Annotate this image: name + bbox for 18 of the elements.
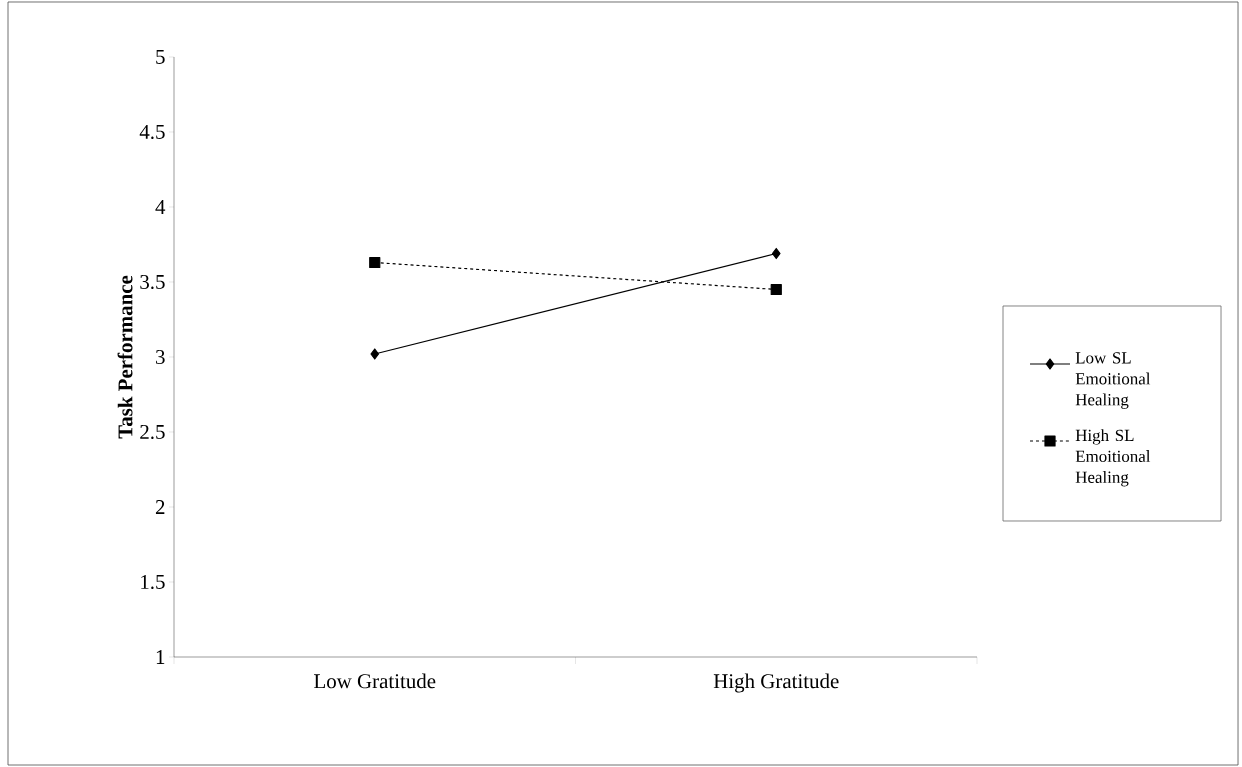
y-tick-label: 4 [155, 200, 166, 214]
y-tick-label: 2 [155, 500, 165, 514]
y-tick-label: 2.5 [140, 424, 165, 440]
point [369, 256, 381, 269]
y-tick-label: 3 [156, 349, 165, 365]
x-tick-label: Low Gratitude [314, 673, 436, 689]
point [771, 247, 781, 260]
y-tick-label: 3.5 [140, 274, 165, 290]
legend-label: High SL Emoitional Healing [1075, 429, 1151, 487]
y-tick-label: 1.5 [141, 574, 165, 590]
legend-label: Low SL Emoitional Healing [1075, 352, 1151, 409]
x-tick-label: High Gratitude [713, 673, 839, 693]
y-tick-label: 4.5 [139, 124, 165, 140]
point [770, 283, 782, 296]
y-tick-label: 1 [156, 650, 165, 664]
point [370, 348, 380, 360]
y-tick-label: 5 [156, 50, 165, 64]
y-axis-title: Task Performance [117, 275, 133, 439]
